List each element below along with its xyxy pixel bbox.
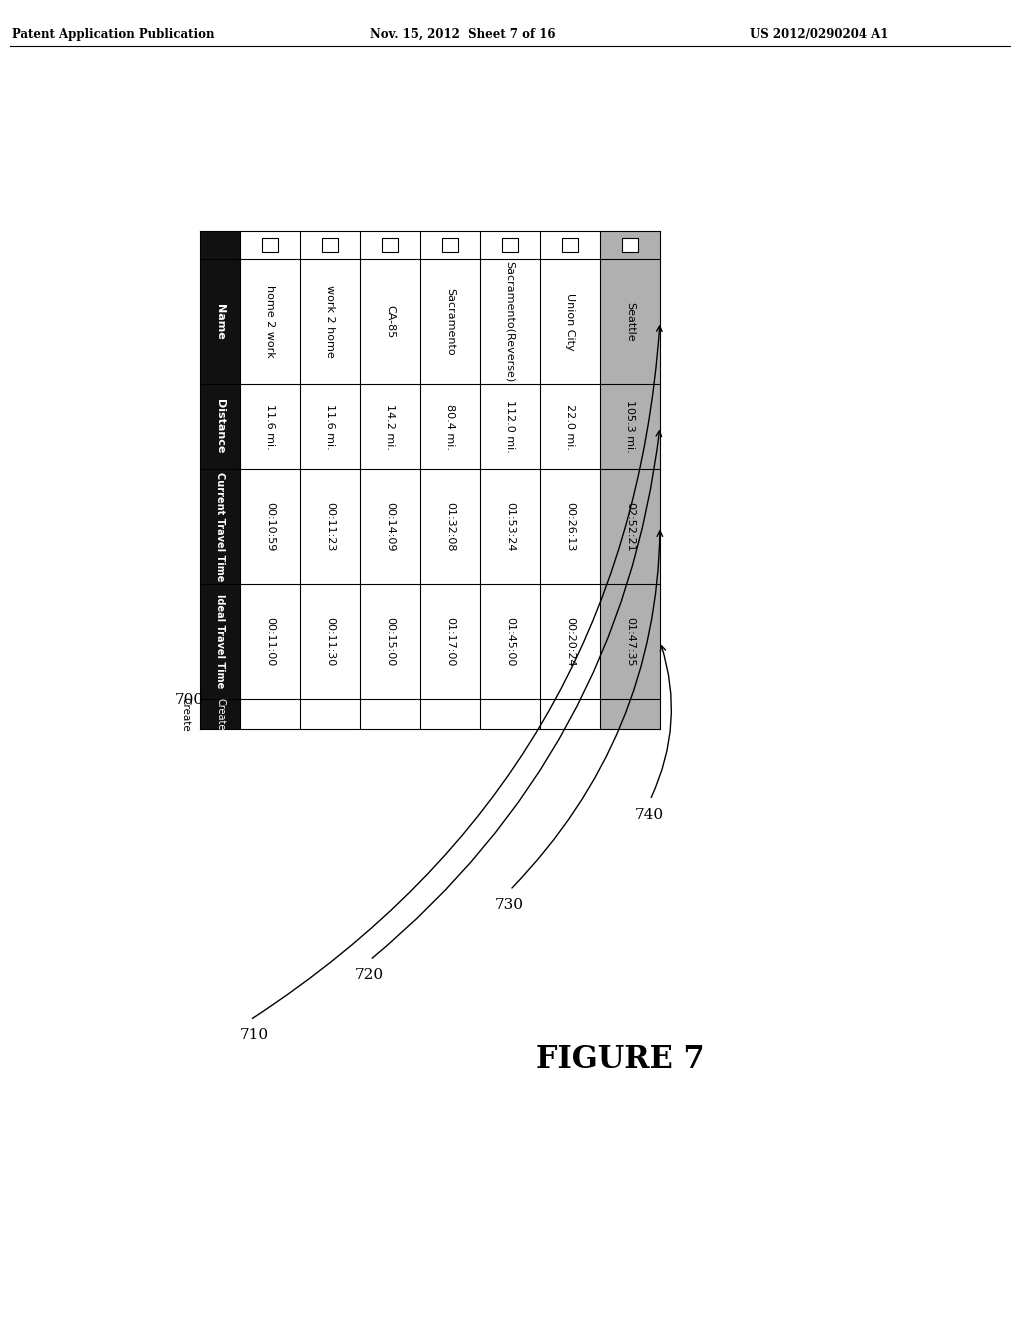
Text: 80.4 mi.: 80.4 mi.: [445, 404, 455, 450]
Text: Ideal Travel Time: Ideal Travel Time: [215, 594, 225, 689]
Polygon shape: [420, 231, 480, 729]
Text: 01:17:00: 01:17:00: [445, 616, 455, 667]
Text: Sacramento(Reverse): Sacramento(Reverse): [505, 261, 515, 381]
Text: Create: Create: [215, 698, 225, 730]
Polygon shape: [562, 238, 578, 252]
Polygon shape: [322, 238, 338, 252]
Polygon shape: [382, 238, 398, 252]
Polygon shape: [360, 231, 420, 729]
Polygon shape: [262, 238, 278, 252]
Text: 00:11:23: 00:11:23: [325, 502, 335, 552]
Text: 01:47:35: 01:47:35: [625, 616, 635, 667]
Text: home 2 work: home 2 work: [265, 285, 275, 358]
Text: 11.6 mi.: 11.6 mi.: [325, 404, 335, 449]
Polygon shape: [540, 231, 600, 729]
Text: 00:26:13: 00:26:13: [565, 502, 575, 552]
Text: 700: 700: [175, 693, 204, 708]
Text: 11.6 mi.: 11.6 mi.: [265, 404, 275, 449]
Text: 740: 740: [635, 808, 665, 822]
Text: 14.2 mi.: 14.2 mi.: [385, 404, 395, 450]
Text: 00:10:59: 00:10:59: [265, 502, 275, 552]
Text: 00:20:24: 00:20:24: [565, 616, 575, 667]
Text: 105.3 mi.: 105.3 mi.: [625, 400, 635, 453]
Text: 720: 720: [355, 968, 384, 982]
Text: work 2 home: work 2 home: [325, 285, 335, 358]
Text: Distance: Distance: [215, 400, 225, 454]
Text: Current Travel Time: Current Travel Time: [215, 471, 225, 581]
Text: Create: Create: [180, 697, 190, 731]
Text: 01:53:24: 01:53:24: [505, 502, 515, 552]
Text: 01:32:08: 01:32:08: [445, 502, 455, 552]
Polygon shape: [240, 231, 300, 729]
Text: 22.0 mi.: 22.0 mi.: [565, 404, 575, 450]
Text: Nov. 15, 2012  Sheet 7 of 16: Nov. 15, 2012 Sheet 7 of 16: [370, 28, 555, 41]
Text: 00:14:09: 00:14:09: [385, 502, 395, 552]
Text: Sacramento: Sacramento: [445, 288, 455, 355]
Polygon shape: [480, 231, 540, 729]
Text: FIGURE 7: FIGURE 7: [536, 1044, 705, 1076]
Text: 730: 730: [495, 898, 524, 912]
Polygon shape: [442, 238, 458, 252]
Text: 00:11:30: 00:11:30: [325, 616, 335, 667]
Text: Union City: Union City: [565, 293, 575, 350]
Text: 01:45:00: 01:45:00: [505, 616, 515, 667]
Text: Seattle: Seattle: [625, 302, 635, 342]
Polygon shape: [600, 231, 660, 729]
Text: 112.0 mi.: 112.0 mi.: [505, 400, 515, 453]
Text: Name: Name: [215, 304, 225, 339]
Text: Patent Application Publication: Patent Application Publication: [12, 28, 214, 41]
Polygon shape: [200, 231, 240, 729]
Text: 02:52:21: 02:52:21: [625, 502, 635, 552]
Text: 710: 710: [240, 1028, 269, 1041]
Text: 00:15:00: 00:15:00: [385, 616, 395, 667]
Polygon shape: [502, 238, 518, 252]
Text: CA-85: CA-85: [385, 305, 395, 338]
Text: US 2012/0290204 A1: US 2012/0290204 A1: [750, 28, 889, 41]
Text: 00:11:00: 00:11:00: [265, 616, 275, 667]
Polygon shape: [300, 231, 360, 729]
Polygon shape: [622, 238, 638, 252]
